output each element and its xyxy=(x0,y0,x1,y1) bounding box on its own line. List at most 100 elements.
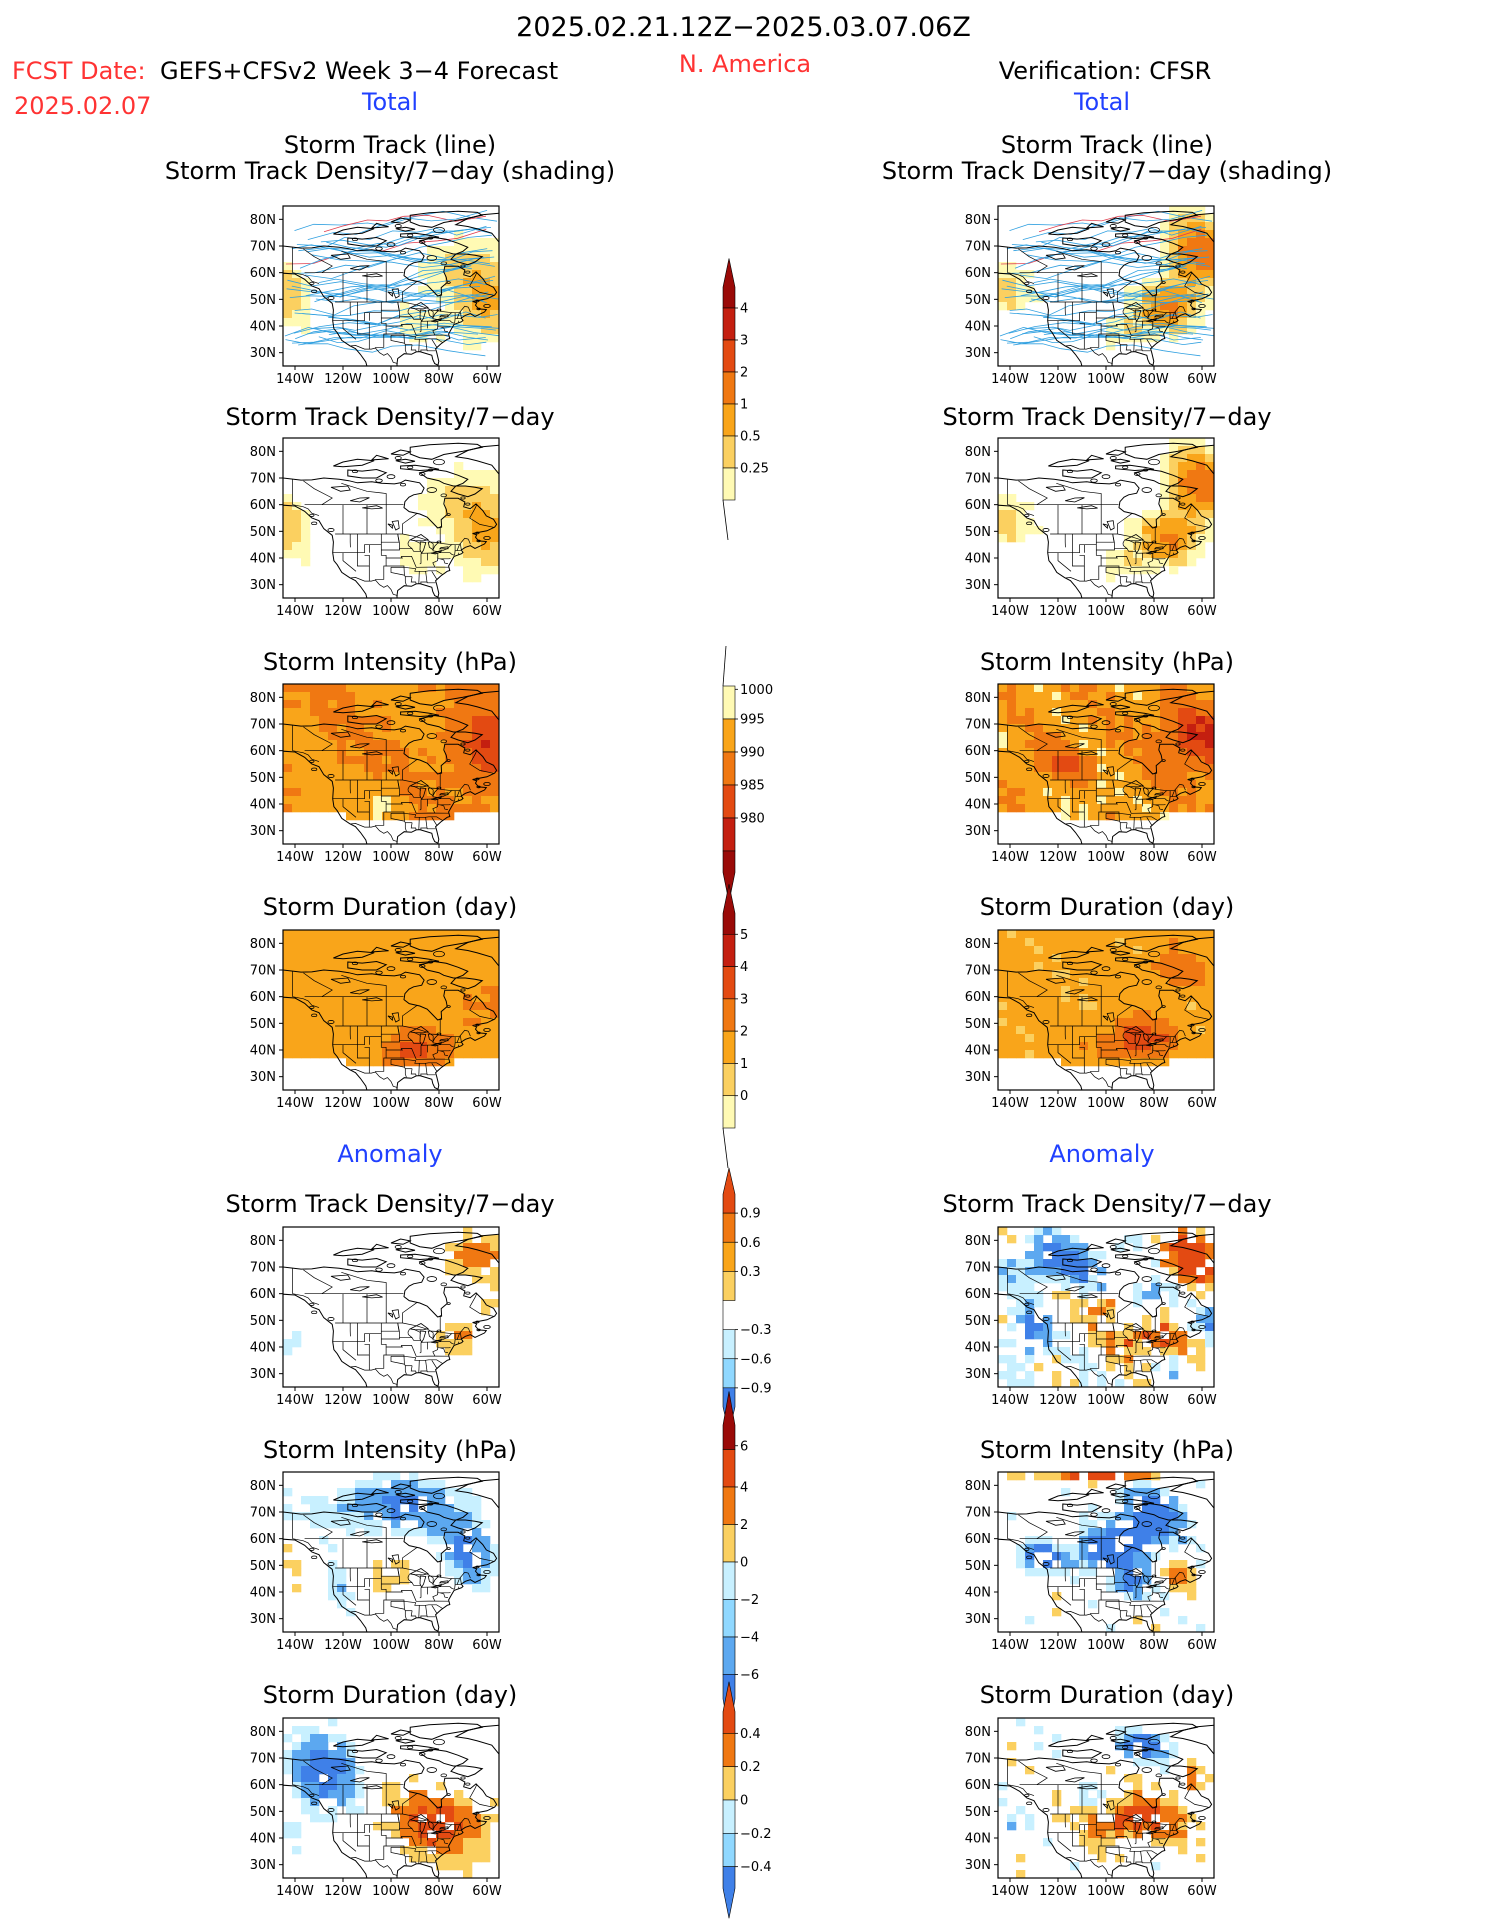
panel-cfsr-intensity-cell xyxy=(1088,708,1098,717)
panel-fcst-duration-cell xyxy=(292,962,302,971)
panel-cfsr-duration-cell xyxy=(1052,1018,1062,1027)
panel-cfsr-intensity-cell xyxy=(1205,780,1215,789)
panel-fcst-track-cell xyxy=(481,238,491,247)
panel-cfsr-intensity-cell xyxy=(1034,684,1044,693)
panel-cfsr-intensity-anomaly-island xyxy=(1024,1547,1030,1551)
panel-cfsr-density-anomaly-cell xyxy=(1016,1379,1026,1388)
panel-cfsr-intensity-anomaly-boundary xyxy=(1155,1592,1163,1598)
panel-cfsr-track-arctic-island xyxy=(1062,236,1103,247)
panel-cfsr-density-boundary xyxy=(1117,512,1133,534)
panel-cfsr-track-cell xyxy=(1142,302,1152,311)
panel-fcst-density-anomaly-cell xyxy=(292,1339,302,1348)
panel-fcst-density-island xyxy=(440,493,448,498)
panel-fcst-duration-cell xyxy=(373,938,383,947)
panel-cfsr-intensity-cell xyxy=(1007,804,1017,813)
panel-fcst-duration-island xyxy=(386,966,396,972)
panel-fcst-intensity-anomaly-cell xyxy=(409,1504,419,1513)
panel-fcst-duration-boundary xyxy=(454,1042,456,1048)
panel-cfsr-intensity-cell xyxy=(1007,692,1017,701)
panel-fcst-intensity-anomaly-cell xyxy=(373,1520,383,1529)
panel-fcst-duration-cell xyxy=(283,994,293,1003)
panel-cfsr-density-anomaly-cell xyxy=(1115,1355,1125,1364)
panel-fcst-density-anomaly-cell xyxy=(481,1259,491,1268)
panel-cfsr-track-cell xyxy=(1178,270,1188,279)
panel-fcst-intensity-anomaly-lake xyxy=(408,1568,429,1576)
panel-cfsr-intensity-anomaly-arctic-island xyxy=(1105,1483,1127,1490)
panel-fcst-intensity-cell xyxy=(490,716,500,725)
panel-cfsr-density-lon-label: 60W xyxy=(1187,604,1217,619)
panel-fcst-duration-anomaly-boundary xyxy=(418,1851,420,1864)
panel-cfsr-duration-cell xyxy=(1160,1026,1170,1035)
panel-cfsr-intensity-anomaly-cell xyxy=(1115,1568,1125,1577)
panel-fcst-density-island xyxy=(476,539,481,543)
panel-fcst-intensity-anomaly-cell xyxy=(364,1480,374,1489)
panel-fcst-intensity-cell xyxy=(292,764,302,773)
panel-fcst-intensity-cell xyxy=(319,796,329,805)
panel-cfsr-intensity-island xyxy=(1148,704,1160,712)
panel-fcst-duration-cell xyxy=(481,978,491,987)
panel-fcst-intensity-anomaly-island xyxy=(427,1502,434,1506)
panel-cfsr-density-anomaly-cell xyxy=(1196,1347,1206,1356)
panel-fcst-intensity-anomaly-boundary xyxy=(467,1572,471,1579)
panel-fcst-intensity-cell xyxy=(436,756,446,765)
panel-cfsr-duration-arctic-island xyxy=(1105,941,1127,948)
panel-cfsr-duration-cell xyxy=(1205,1018,1215,1027)
panel-fcst-track-cell xyxy=(400,318,410,327)
panel-cfsr-density-anomaly-lake xyxy=(1102,1312,1109,1318)
panel-fcst-duration-cell xyxy=(292,1042,302,1051)
panel-cfsr-duration-cell xyxy=(1106,978,1116,987)
panel-fcst-density-anomaly-boundary xyxy=(456,1333,460,1340)
panel-cfsr-intensity-cell xyxy=(1007,748,1017,757)
panel-cfsr-density-lake xyxy=(1145,549,1158,555)
panel-fcst-intensity-anomaly-boundary xyxy=(437,1586,451,1594)
panel-cfsr-density-anomaly-cell xyxy=(1088,1307,1098,1316)
panel-fcst-intensity-anomaly-cell xyxy=(400,1560,410,1569)
panel-cfsr-density-anomaly-cell xyxy=(1124,1339,1134,1348)
panel-fcst-intensity-cell xyxy=(409,732,419,741)
panel-fcst-track-boundary xyxy=(440,326,448,332)
panel-cfsr-intensity-cell xyxy=(1187,700,1197,709)
panel-fcst-density-island xyxy=(375,478,383,483)
panel-cfsr-duration-anomaly-boundary xyxy=(1105,1847,1120,1856)
panel-fcst-density-boundary xyxy=(431,571,438,580)
panel-fcst-intensity-lake xyxy=(408,780,429,788)
panel-fcst-duration-anomaly-lat-label: 40N xyxy=(250,1832,276,1847)
panel-fcst-duration-anomaly-cell xyxy=(445,1814,455,1823)
panel-fcst-intensity-cell xyxy=(391,684,401,693)
panel-cfsr-duration-anomaly-boundary xyxy=(1057,1832,1072,1852)
panel-cfsr-duration-cell xyxy=(1196,962,1206,971)
panel-cfsr-density-anomaly-cell xyxy=(1043,1347,1053,1356)
panel-fcst-intensity-anomaly-cell xyxy=(472,1504,482,1513)
panel-fcst-track-arctic-island xyxy=(400,232,440,240)
panel-cfsr-duration-anomaly-cell xyxy=(1160,1758,1170,1767)
panel-cfsr-track-boundary xyxy=(1118,334,1158,343)
panel-cfsr-duration-cell xyxy=(1205,946,1215,955)
panel-cfsr-density-cell xyxy=(1196,470,1206,479)
panel-fcst-intensity-anomaly-island xyxy=(436,1574,442,1578)
panel-cfsr-duration-cell xyxy=(1115,986,1125,995)
panel-fcst-density-boundary xyxy=(386,556,404,559)
panel-fcst-duration-anomaly-cell xyxy=(463,1854,473,1863)
panel-cfsr-density-lon-label: 140W xyxy=(991,604,1029,619)
panel-fcst-duration-anomaly-island xyxy=(399,1762,407,1767)
panel-cfsr-intensity-cell xyxy=(1097,740,1107,749)
panel-cfsr-duration-anomaly-island xyxy=(1148,1738,1160,1746)
panel-fcst-intensity-cell xyxy=(301,716,311,725)
panel-fcst-duration-cell xyxy=(310,1050,320,1059)
panel-fcst-intensity-cell xyxy=(454,708,464,717)
panel-fcst-intensity-anomaly-cell xyxy=(346,1512,356,1521)
panel-cfsr-duration-cell xyxy=(1160,962,1170,971)
panel-cfsr-intensity-boundary xyxy=(1175,789,1177,796)
panel-fcst-intensity-cell xyxy=(346,804,356,813)
panel-fcst-intensity-cell xyxy=(364,788,374,797)
panel-fcst-duration-cell xyxy=(445,930,455,939)
panel-cfsr-density-boundary xyxy=(1147,556,1154,568)
panel-cfsr-duration-cell xyxy=(1133,930,1143,939)
panel-fcst-duration-anomaly-cell xyxy=(409,1798,419,1807)
panel-fcst-intensity-cell xyxy=(292,732,302,741)
panel-fcst-intensity-cell xyxy=(463,724,473,733)
panel-fcst-density-cell xyxy=(454,518,464,527)
panel-cfsr-density-anomaly-cell xyxy=(1079,1243,1089,1252)
panel-fcst-duration-lat-label: 30N xyxy=(250,1070,276,1085)
panel-fcst-duration-boundary xyxy=(397,1025,400,1035)
